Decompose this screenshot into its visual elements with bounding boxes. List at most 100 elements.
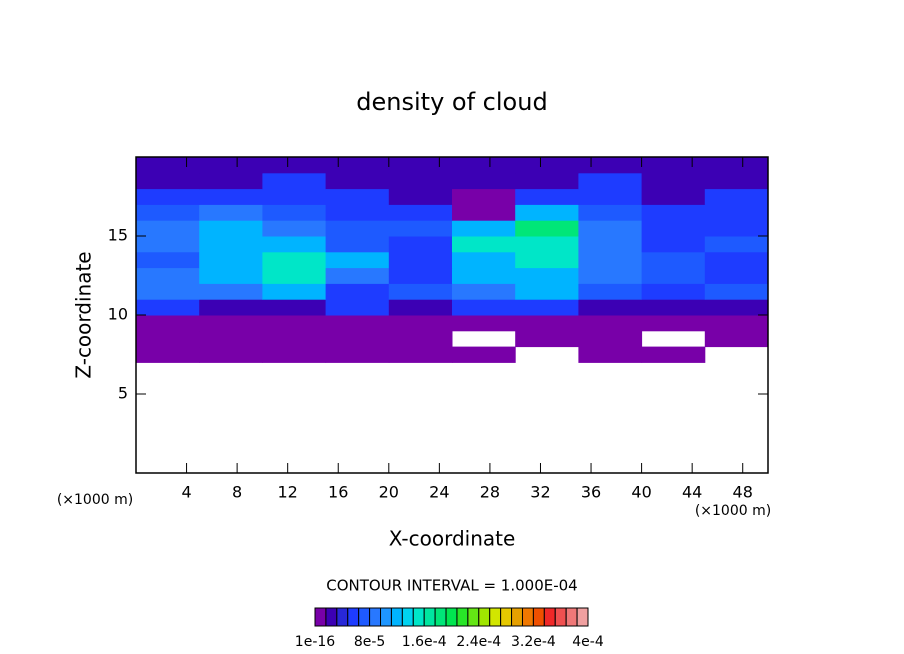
contour-cell <box>388 251 453 269</box>
x-tick-label: 24 <box>429 483 449 502</box>
y-tick-label: 5 <box>118 384 128 403</box>
contour-cell <box>262 172 327 190</box>
colorbar-swatch <box>565 607 578 627</box>
x-tick-label: 40 <box>631 483 651 502</box>
contour-cell <box>388 220 453 237</box>
contour-cell <box>515 330 579 348</box>
contour-cell <box>325 157 390 174</box>
colorbar-swatch <box>347 607 360 627</box>
contour-cell <box>452 299 516 316</box>
colorbar-swatch <box>456 607 469 627</box>
contour-cell <box>578 315 643 332</box>
contour-cell <box>704 251 769 269</box>
contour-cell <box>641 204 706 221</box>
contour-cell <box>325 251 390 269</box>
colorbar-swatch <box>511 607 523 627</box>
contour-cell <box>199 188 263 205</box>
contour-cell <box>325 346 390 363</box>
colorbar-swatch <box>423 607 436 627</box>
contour-cell <box>262 267 327 284</box>
contour-cell <box>452 267 516 284</box>
contour-cell <box>325 172 390 190</box>
contour-cell <box>578 299 643 316</box>
contour-cell <box>641 283 706 300</box>
colorbar-swatch <box>325 607 338 627</box>
contour-cell <box>388 172 453 190</box>
contour-cell <box>262 283 327 300</box>
contour-cell <box>704 315 769 332</box>
contour-cell <box>199 236 263 253</box>
colorbar-swatch <box>358 607 371 627</box>
contour-cell <box>578 330 643 348</box>
contour-cell <box>199 346 263 363</box>
contour-cell <box>515 188 579 205</box>
contour-cell <box>388 188 453 205</box>
contour-cell <box>704 172 769 190</box>
x-tick-label: 32 <box>530 483 550 502</box>
x-tick-label: 36 <box>581 483 601 502</box>
contour-cell <box>452 220 516 237</box>
contour-cell <box>641 299 706 316</box>
contour-cell <box>452 172 516 190</box>
colorbar-swatch <box>543 607 556 627</box>
contour-cell <box>388 204 453 221</box>
x-tick-label: 12 <box>278 483 298 502</box>
contour-cell <box>641 172 706 190</box>
contour-cell <box>136 299 200 316</box>
contour-cell <box>452 157 516 174</box>
contour-cell <box>515 157 579 174</box>
contour-cell <box>452 315 516 332</box>
contour-cell <box>199 204 263 221</box>
contour-cell <box>262 220 327 237</box>
contour-cell <box>578 267 643 284</box>
contour-cell <box>262 157 327 174</box>
contour-cell <box>199 267 263 284</box>
colorbar-swatch <box>390 607 403 627</box>
contour-cell <box>199 251 263 269</box>
contour-cell <box>704 283 769 300</box>
contour-cell <box>388 346 453 363</box>
contour-cell <box>325 188 390 205</box>
contour-cell <box>578 157 643 174</box>
contour-cell <box>641 188 706 205</box>
x-tick-label: 16 <box>328 483 348 502</box>
contour-cell <box>262 251 327 269</box>
y-tick-label: 15 <box>108 226 128 245</box>
y-tick-label: 10 <box>108 305 128 324</box>
contour-cell <box>578 346 643 363</box>
contour-cell <box>641 251 706 269</box>
contour-cell <box>262 315 327 332</box>
contour-cell <box>641 315 706 332</box>
contour-cell <box>578 236 643 253</box>
contour-cell <box>641 346 706 363</box>
colorbar-swatch <box>336 607 349 627</box>
contour-cell <box>452 283 516 300</box>
contour-cell <box>136 346 200 363</box>
x-tick-label: 4 <box>181 483 191 502</box>
colorbar-label: 1.6e-4 <box>402 634 447 650</box>
contour-cell <box>136 251 200 269</box>
contour-cell <box>704 236 769 253</box>
colorbar-swatch <box>532 607 545 627</box>
colorbar-swatch <box>576 607 589 627</box>
contour-cell <box>578 172 643 190</box>
colorbar-swatch <box>554 607 567 627</box>
contour-cell <box>452 188 516 205</box>
contour-cell <box>388 299 453 316</box>
contour-cell <box>515 315 579 332</box>
x-tick-label: 28 <box>480 483 500 502</box>
contour-cell <box>641 267 706 284</box>
contour-cell <box>136 172 200 190</box>
colorbar-label: 2.4e-4 <box>456 634 501 650</box>
contour-cell <box>325 220 390 237</box>
contour-cell <box>515 220 579 237</box>
contour-cell <box>325 315 390 332</box>
colorbar-swatch <box>434 607 447 627</box>
contour-cell <box>388 315 453 332</box>
contour-cell <box>325 283 390 300</box>
contour-cell <box>136 283 200 300</box>
chart-title: density of cloud <box>356 88 547 116</box>
contour-cell <box>578 220 643 237</box>
contour-cell <box>515 172 579 190</box>
